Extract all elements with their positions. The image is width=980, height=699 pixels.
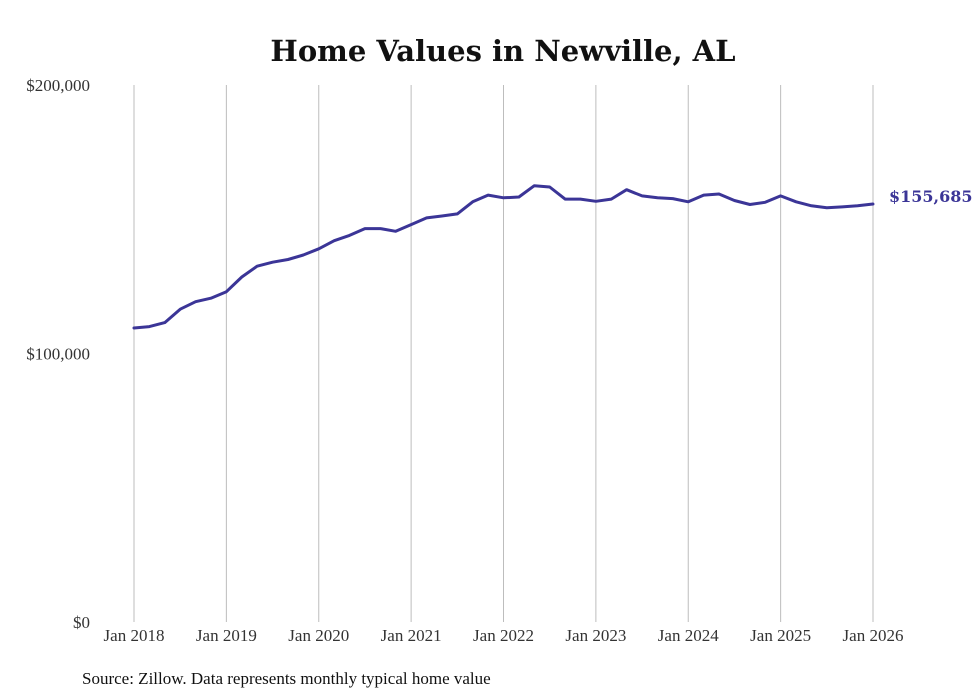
- y-tick-label: $200,000: [26, 76, 90, 95]
- x-tick-label: Jan 2020: [288, 626, 349, 645]
- source-note: Source: Zillow. Data represents monthly …: [82, 669, 491, 688]
- x-tick-label: Jan 2025: [750, 626, 811, 645]
- y-tick-label: $100,000: [26, 345, 90, 364]
- series-line-home-value: [132, 184, 875, 330]
- x-tick-label: Jan 2023: [565, 626, 626, 645]
- x-tick-label: Jan 2018: [104, 626, 165, 645]
- y-axis-ticks: $0 $100,000 $200,000: [26, 76, 90, 632]
- x-tick-label: Jan 2022: [473, 626, 534, 645]
- x-tick-label: Jan 2026: [843, 626, 904, 645]
- chart-title: Home Values in Newville, AL: [270, 34, 735, 68]
- x-axis-ticks: Jan 2018 Jan 2019 Jan 2020 Jan 2021 Jan 2022…: [104, 626, 904, 645]
- end-value-label: $155,685: [889, 187, 973, 206]
- x-tick-label: Jan 2021: [381, 626, 442, 645]
- x-tick-label: Jan 2024: [658, 626, 719, 645]
- x-tick-label: Jan 2019: [196, 626, 257, 645]
- gridlines: [133, 85, 874, 622]
- y-tick-label: $0: [73, 613, 90, 632]
